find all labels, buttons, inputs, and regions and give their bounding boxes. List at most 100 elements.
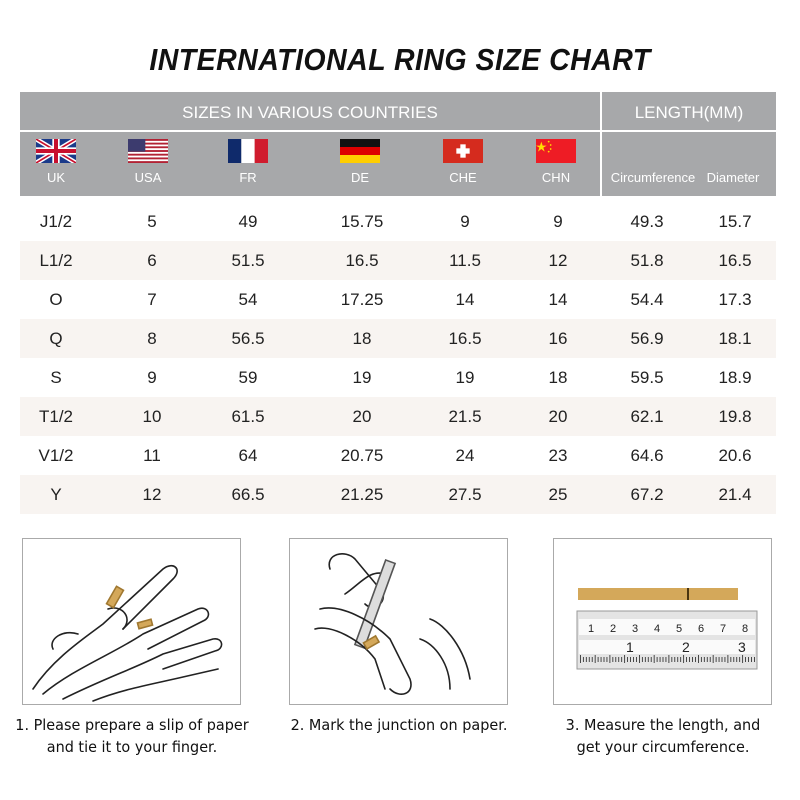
cell-usa: 5 bbox=[147, 212, 157, 231]
ruler-tick bbox=[695, 657, 696, 662]
ruler-tick bbox=[609, 655, 611, 663]
cell-de: 20.75 bbox=[340, 446, 384, 465]
table-row: V1/2 11 64 20.75 24 23 64.6 20.6 bbox=[20, 436, 776, 475]
country-code: FR bbox=[239, 170, 257, 185]
step3-caption: 3. Measure the length, and get your circu… bbox=[542, 714, 784, 758]
cell-usa: 9 bbox=[147, 368, 157, 387]
switzerland-flag-icon bbox=[443, 139, 483, 163]
ruler-cm-label: 4 bbox=[654, 623, 660, 635]
country-code: CHN bbox=[541, 170, 571, 185]
cell-che: 14 bbox=[455, 290, 475, 309]
cell-de: 17.25 bbox=[340, 290, 384, 309]
ruler-tick bbox=[636, 657, 637, 662]
table-row: Q 8 56.5 18 16.5 16 56.9 18.1 bbox=[20, 319, 776, 358]
cell-diameter: 17.3 bbox=[718, 290, 752, 309]
cell-uk: O bbox=[49, 290, 63, 309]
cell-fr: 64 bbox=[238, 446, 258, 465]
cell-de: 15.75 bbox=[340, 212, 384, 231]
cell-circumference: 56.9 bbox=[630, 329, 664, 348]
country-code: CHE bbox=[449, 170, 477, 185]
cell-usa: 7 bbox=[147, 290, 157, 309]
cell-circumference: 62.1 bbox=[630, 407, 664, 426]
cell-fr: 54 bbox=[238, 290, 258, 309]
ruler-tick bbox=[618, 657, 620, 662]
cell-fr: 61.5 bbox=[231, 407, 265, 426]
cell-uk: J1/2 bbox=[39, 212, 73, 231]
table-row: Y 12 66.5 21.25 27.5 25 67.2 21.4 bbox=[20, 475, 776, 514]
ruler-tick bbox=[730, 657, 732, 662]
ruler-cm-label: 8 bbox=[742, 623, 748, 635]
cell-uk: Y bbox=[50, 485, 62, 504]
ruler-tick bbox=[745, 657, 746, 662]
page-title: INTERNATIONAL RING SIZE CHART bbox=[149, 42, 651, 77]
cell-diameter: 15.7 bbox=[718, 212, 752, 231]
ruler-cm-label: 2 bbox=[610, 623, 616, 635]
ruler-tick bbox=[689, 657, 690, 662]
cell-che: 19 bbox=[455, 368, 475, 387]
ruler-tick bbox=[718, 657, 720, 662]
ruler-tick bbox=[647, 657, 649, 662]
ruler-tick bbox=[748, 657, 749, 662]
ruler-tick bbox=[754, 657, 755, 662]
caption-line: and tie it to your finger. bbox=[46, 738, 218, 756]
cell-usa: 10 bbox=[142, 407, 162, 426]
cell-fr: 51.5 bbox=[231, 251, 265, 270]
step2-illustration bbox=[289, 538, 508, 705]
ruler-tick bbox=[751, 657, 752, 662]
cell-che: 9 bbox=[460, 212, 470, 231]
germany-flag-icon bbox=[340, 139, 380, 163]
ruler-tick bbox=[671, 657, 673, 662]
caption-line: 2. Mark the junction on paper. bbox=[290, 716, 508, 734]
cell-diameter: 19.8 bbox=[718, 407, 752, 426]
cell-circumference: 51.8 bbox=[630, 251, 664, 270]
length-header: LENGTH(MM) bbox=[602, 92, 776, 132]
ruler-tick bbox=[656, 657, 658, 662]
table-header: SIZES IN VARIOUS COUNTRIES LENGTH(MM) UK… bbox=[20, 92, 776, 196]
ruler-tick bbox=[715, 657, 717, 662]
ruler-tick bbox=[709, 657, 711, 662]
cell-diameter: 21.4 bbox=[718, 485, 752, 504]
cell-chn: 14 bbox=[548, 290, 568, 309]
ruler-tick bbox=[668, 655, 670, 663]
cell-uk: L1/2 bbox=[39, 251, 73, 270]
ruler-tick bbox=[703, 657, 705, 662]
cell-fr: 49 bbox=[238, 212, 258, 231]
ruler-tick bbox=[659, 657, 661, 662]
cell-chn: 9 bbox=[553, 212, 563, 231]
cell-fr: 56.5 bbox=[231, 329, 265, 348]
uk-flag-icon bbox=[36, 139, 76, 163]
ruler-tick bbox=[742, 655, 744, 663]
ruler-tick bbox=[580, 655, 581, 663]
ruler-tick bbox=[683, 655, 685, 663]
ruler-tick bbox=[600, 657, 602, 662]
ruler-tick bbox=[739, 657, 741, 662]
ruler-tick bbox=[692, 657, 693, 662]
cell-usa: 6 bbox=[147, 251, 157, 270]
country-code: DE bbox=[350, 170, 370, 185]
ruler-tick bbox=[603, 657, 605, 662]
ruler-tick bbox=[724, 657, 726, 662]
cell-chn: 16 bbox=[548, 329, 568, 348]
ruler-tick bbox=[588, 657, 590, 662]
ruler-cm-label: 6 bbox=[698, 623, 704, 635]
ruler-tick bbox=[665, 657, 667, 662]
ruler-tick bbox=[706, 657, 708, 662]
cell-circumference: 67.2 bbox=[630, 485, 664, 504]
china-flag-icon bbox=[536, 139, 576, 163]
cell-circumference: 59.5 bbox=[630, 368, 664, 387]
cell-che: 16.5 bbox=[448, 329, 482, 348]
ruler-tick bbox=[582, 657, 584, 662]
table-row: O 7 54 17.25 14 14 54.4 17.3 bbox=[20, 280, 776, 319]
cell-uk: Q bbox=[49, 329, 63, 348]
ruler-cm-label: 1 bbox=[588, 623, 594, 635]
ruler-tick bbox=[736, 657, 738, 662]
country-code: UK bbox=[46, 170, 66, 185]
ruler-inch-label: 1 bbox=[626, 639, 634, 655]
ruler-tick bbox=[633, 657, 634, 662]
ruler-tick bbox=[686, 657, 687, 662]
table-row: J1/2 5 49 15.75 9 9 49.3 15.7 bbox=[20, 202, 776, 241]
cell-circumference: 64.6 bbox=[630, 446, 664, 465]
cell-chn: 25 bbox=[548, 485, 568, 504]
ruler-tick bbox=[606, 657, 608, 662]
